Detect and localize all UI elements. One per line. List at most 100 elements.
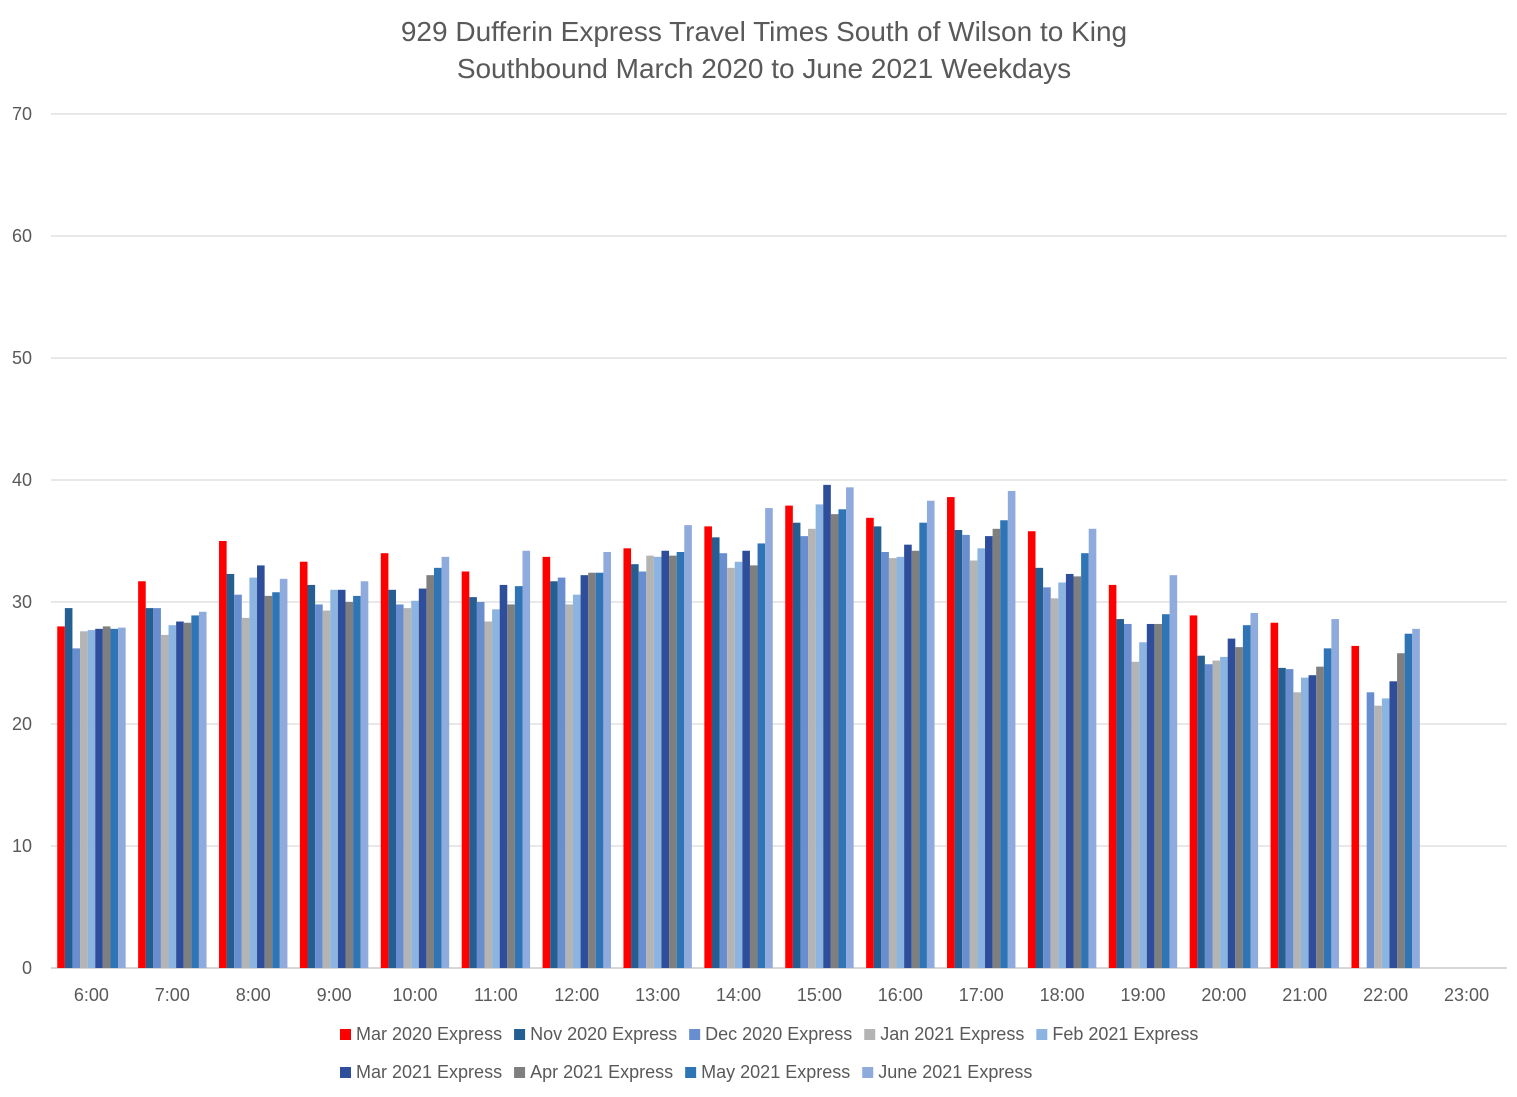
bar [95, 628, 103, 968]
bar [1027, 531, 1036, 968]
bar-group-12-00 [542, 551, 611, 968]
bar [234, 594, 242, 968]
bar [919, 522, 927, 968]
bar [954, 530, 963, 968]
bar [418, 588, 427, 968]
bar [595, 572, 604, 968]
bar [396, 604, 404, 968]
x-tick-label: 19:00 [1120, 985, 1165, 1005]
bar [1169, 575, 1178, 968]
bar-group-9-00 [299, 561, 369, 968]
legend-label: Nov 2020 Express [530, 1024, 677, 1044]
bar [969, 560, 978, 968]
bar [476, 602, 485, 968]
bar [846, 487, 854, 968]
bar [888, 558, 897, 968]
bar [911, 550, 920, 968]
bar [1381, 698, 1390, 968]
chart-title-line-1: 929 Dufferin Express Travel Times South … [401, 16, 1127, 47]
bar [241, 617, 250, 968]
bar [1108, 584, 1117, 968]
bar-group-22-00 [1351, 628, 1420, 968]
bar [507, 604, 515, 968]
bar [1035, 567, 1044, 968]
legend-label: Mar 2021 Express [356, 1062, 502, 1082]
legend-swatch [685, 1067, 697, 1078]
bar [264, 595, 273, 968]
bar [1043, 587, 1051, 968]
bar [1139, 642, 1147, 968]
bar [514, 586, 523, 968]
bar [492, 609, 500, 968]
x-tick-label: 11:00 [474, 985, 518, 1005]
bar [191, 615, 199, 968]
bar [434, 567, 442, 968]
legend-item: Nov 2020 Express [514, 1024, 677, 1044]
bar [866, 517, 874, 968]
bar [1285, 669, 1294, 968]
y-axis-tick-labels: 0 10 20 30 40 50 60 70 [12, 104, 32, 978]
bar [1316, 666, 1324, 968]
bar [1081, 553, 1089, 968]
bar [646, 555, 654, 968]
bar [484, 621, 493, 968]
y-tick-label: 20 [12, 714, 32, 734]
bar [1154, 623, 1162, 968]
x-tick-label: 7:00 [155, 985, 190, 1005]
legend-label: Feb 2021 Express [1052, 1024, 1198, 1044]
bar-group-21-00 [1270, 619, 1339, 968]
bar [926, 500, 935, 968]
x-tick-label: 16:00 [878, 985, 923, 1005]
bar [183, 622, 192, 968]
chart-title-line-2: Southbound March 2020 to June 2021 Weekd… [457, 53, 1071, 84]
bar [792, 522, 801, 968]
bar [1331, 619, 1339, 968]
bar [684, 525, 692, 968]
bar [1389, 681, 1398, 968]
bar [1073, 576, 1082, 968]
bar [380, 553, 389, 968]
bar [947, 497, 955, 968]
bars [57, 484, 1420, 968]
bar-group-14-00 [704, 508, 773, 968]
bar [638, 571, 647, 968]
bar-group-19-00 [1108, 575, 1178, 968]
bar [198, 611, 207, 968]
y-tick-label: 30 [12, 592, 32, 612]
bar [742, 550, 750, 968]
x-tick-label: 13:00 [635, 985, 680, 1005]
legend-item: June 2021 Express [862, 1062, 1032, 1082]
bar [896, 556, 905, 968]
bar-group-10-00 [380, 553, 450, 968]
bar [1278, 667, 1286, 968]
bar-group-15-00 [785, 484, 854, 968]
bar [1300, 677, 1309, 968]
bar [838, 509, 847, 968]
x-tick-label: 9:00 [317, 985, 352, 1005]
legend-swatch [864, 1029, 876, 1040]
bar [1242, 625, 1251, 968]
y-tick-label: 10 [12, 836, 32, 856]
legend-label: Mar 2020 Express [356, 1024, 502, 1044]
bar [315, 604, 323, 968]
bar [904, 544, 912, 968]
x-tick-label: 17:00 [959, 985, 1004, 1005]
bar [1189, 615, 1198, 968]
y-tick-label: 50 [12, 348, 32, 368]
bar [118, 627, 126, 968]
bar [550, 581, 558, 968]
bar [808, 528, 816, 968]
bar [337, 589, 346, 968]
bar [1366, 692, 1375, 968]
bar [1308, 675, 1317, 968]
bar [279, 578, 288, 968]
bar [1220, 656, 1228, 968]
bar [299, 561, 308, 968]
x-tick-label: 23:00 [1444, 985, 1489, 1005]
x-tick-label: 10:00 [392, 985, 437, 1005]
bar [1374, 705, 1382, 968]
bar [704, 526, 712, 968]
bar [603, 551, 611, 968]
